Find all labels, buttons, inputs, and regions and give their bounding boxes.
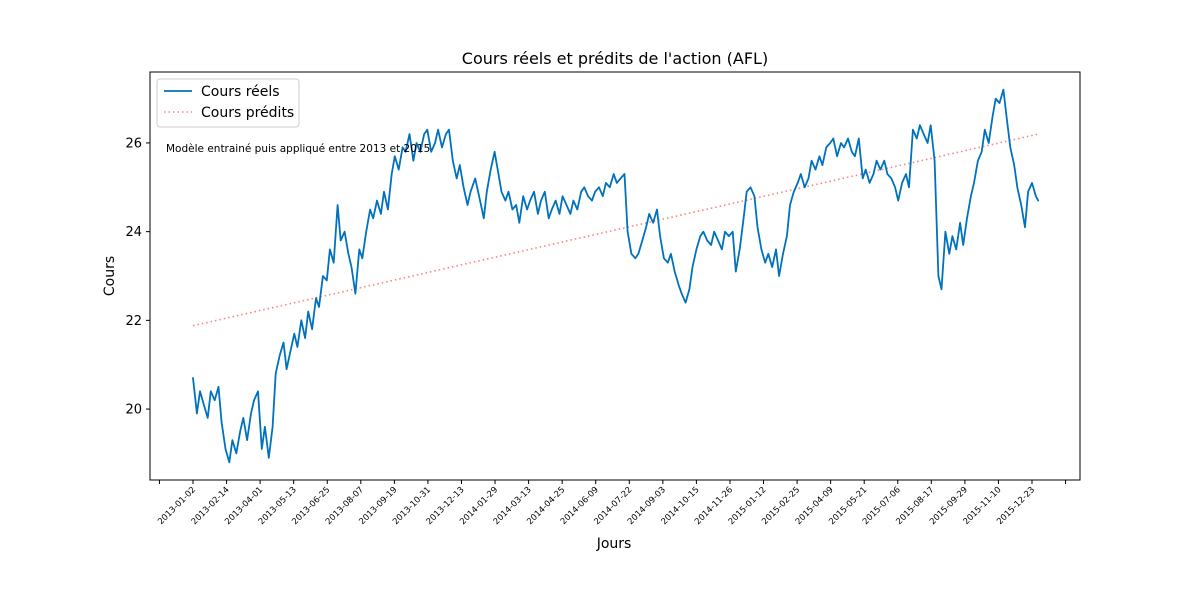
plot-layer [192, 88, 1040, 464]
chart-annotation: Modèle entrainé puis appliqué entre 2013… [166, 143, 430, 155]
y-tick-label: 24 [125, 225, 142, 240]
legend-label-reel: Cours réels [201, 84, 280, 100]
y-axis-label: Cours [102, 256, 118, 296]
y-tick-label: 26 [125, 136, 142, 151]
legend: Cours réels Cours prédits [156, 78, 300, 128]
series-line-cours-predits [192, 133, 1039, 327]
x-axis-label: Jours [596, 536, 632, 552]
series-line-cours-reels [192, 88, 1040, 464]
legend-box [156, 78, 300, 128]
y-tick-label: 20 [125, 403, 142, 418]
legend-label-predit: Cours prédits [201, 105, 294, 121]
chart-title: Cours réels et prédits de l'action (AFL) [462, 49, 768, 68]
y-tick-label: 22 [125, 314, 142, 329]
y-axis: 20 22 24 26 [125, 136, 150, 418]
plot-area-frame [149, 71, 1081, 481]
